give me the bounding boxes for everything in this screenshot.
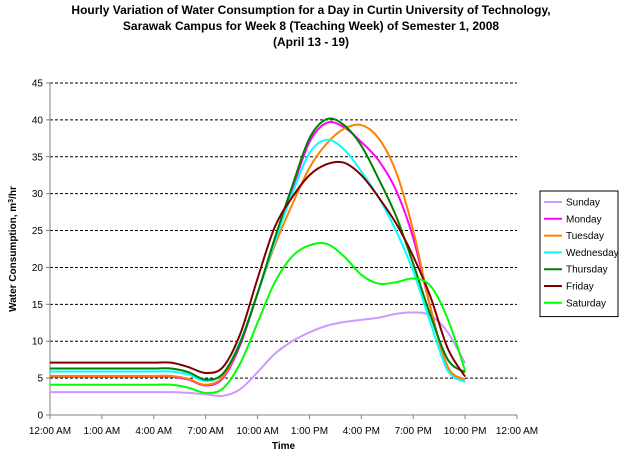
y-tick-label: 0 <box>37 411 43 422</box>
legend-label-tuesday: Tuesday <box>566 231 604 242</box>
y-tick-labels: 0 5 10 15 20 25 30 35 40 45 <box>32 79 44 422</box>
y-axis-title-tail: /hr <box>8 186 19 199</box>
y-axis-title-main: Water Consumption, m <box>8 203 19 312</box>
y-tick-label: 35 <box>32 152 44 163</box>
series-line-thursday <box>49 117 466 381</box>
legend-label-monday: Monday <box>566 214 602 225</box>
legend: Sunday Monday Tuesday Wednesday Thursday Frid… <box>539 190 619 318</box>
legend-label-wednesday: Wednesday <box>566 248 619 259</box>
axes <box>46 82 518 419</box>
series-line-sunday <box>50 311 466 398</box>
legend-label-sunday: Sunday <box>566 198 600 209</box>
y-tick-label: 30 <box>32 189 44 200</box>
series-lines <box>49 117 467 398</box>
y-tick-label: 15 <box>32 300 44 311</box>
legend-label-thursday: Thursday <box>566 265 608 276</box>
series-line-tuesday <box>49 123 466 386</box>
x-tick-label: 4:00 PM <box>343 426 380 437</box>
chart-title-line-3: (April 13 - 19) <box>273 35 349 49</box>
x-tick-label: 1:00 PM <box>291 426 328 437</box>
chart-title-line-2: Sarawak Campus for Week 8 (Teaching Week… <box>123 19 499 33</box>
x-tick-label: 10:00 PM <box>444 426 487 437</box>
series-line-saturday <box>50 241 467 394</box>
y-axis-title-sup: 3 <box>8 199 15 203</box>
legend-label-saturday: Saturday <box>566 298 606 309</box>
x-tick-label: 4:00 AM <box>135 426 172 437</box>
series-line-friday <box>50 160 466 378</box>
y-axis-title: Water Consumption, m3/hr <box>8 186 20 312</box>
chart-title: Hourly Variation of Water Consumption fo… <box>71 3 550 49</box>
x-tick-label: 12:00 AM <box>29 426 71 437</box>
x-tick-labels: 12:00 AM 1:00 AM 4:00 AM 7:00 AM 10:00 AM 1:0… <box>29 426 538 437</box>
y-tick-label: 45 <box>32 79 44 90</box>
chart-title-line-1: Hourly Variation of Water Consumption fo… <box>71 3 550 17</box>
x-tick-label: 10:00 AM <box>236 426 278 437</box>
x-tick-label: 7:00 PM <box>395 426 432 437</box>
y-tick-label: 10 <box>32 337 44 348</box>
y-tick-label: 40 <box>32 115 44 126</box>
y-tick-label: 25 <box>32 226 44 237</box>
x-tick-label: 12:00 AM <box>496 426 538 437</box>
y-tick-label: 5 <box>37 374 43 385</box>
series-line-wednesday <box>50 138 466 383</box>
x-axis-title: Time <box>272 441 296 452</box>
y-tick-label: 20 <box>32 263 44 274</box>
gridlines <box>50 82 517 379</box>
x-tick-label: 1:00 AM <box>84 426 121 437</box>
series-line-monday <box>50 121 466 387</box>
x-tick-label: 7:00 AM <box>187 426 224 437</box>
legend-label-friday: Friday <box>566 282 594 293</box>
legend-box <box>539 190 619 318</box>
